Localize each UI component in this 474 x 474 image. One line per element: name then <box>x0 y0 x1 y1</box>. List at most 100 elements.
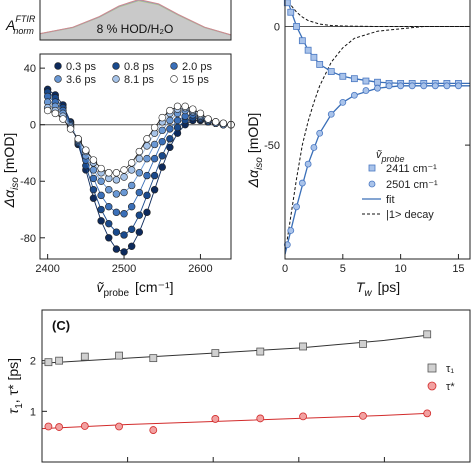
spectra-point-5-19 <box>189 105 197 113</box>
kinetics-xlabel: Tw [ps] <box>356 279 400 299</box>
tau-legend-marker-0 <box>427 363 437 373</box>
kinetics-frame <box>284 0 471 260</box>
spectra-point-2-6 <box>89 174 98 183</box>
spectra-point-5-15 <box>158 113 166 122</box>
spectra-legend-marker-0 <box>54 62 62 70</box>
tau-ylabel: τ1, τ* [ps] <box>5 358 25 414</box>
kinetics-ylabel: Δαiso [mOD] <box>245 113 265 189</box>
tau-point-1-9 <box>423 409 432 418</box>
spectra-point-5-14 <box>150 123 159 132</box>
spectra-point-1-8 <box>105 219 113 228</box>
kinetics-point-0-5 <box>310 53 318 61</box>
kinetics-point-0-8 <box>339 72 347 80</box>
tau-ylabel-sub: 1 <box>14 403 25 409</box>
kinetics-xtick-label-0: 0 <box>282 263 288 275</box>
spectra-point-1-11 <box>127 225 136 234</box>
tau-fit-curve-1 <box>41 412 428 430</box>
kinetics-point-0-1 <box>287 8 295 16</box>
spectra-point-5-13 <box>143 135 151 143</box>
spectra-ytick-label-0: 40 <box>24 63 36 75</box>
spectra-xlabel-sub: probe <box>103 288 129 299</box>
spectra-point-2-13 <box>143 171 151 180</box>
spectra-point-5-0 <box>43 106 52 115</box>
spectra-legend-marker-5 <box>170 75 178 83</box>
kinetics-point-1-6 <box>316 129 324 137</box>
kinetics-legend-label-1: 2501 cm⁻¹ <box>386 179 438 191</box>
spectra-point-3-11 <box>127 181 136 190</box>
kinetics-point-1-13 <box>397 82 405 90</box>
spectra-point-2-10 <box>120 210 128 218</box>
tau-plot-area: 12 <box>30 309 471 463</box>
ftir-ylabel-sup: FTIR <box>15 14 35 24</box>
kinetics-plot-area: 0 5 10 15 0 -50 <box>264 0 470 275</box>
spectra-point-5-20 <box>196 109 205 118</box>
kinetics-legend-marker-1 <box>368 180 376 188</box>
kinetics-point-0-2 <box>293 23 300 30</box>
spectra-point-5-5 <box>82 146 90 154</box>
tau-point-0-7 <box>299 342 307 351</box>
spectra-point-0-7 <box>97 217 105 225</box>
spectra-point-5-2 <box>59 115 67 123</box>
spectra-point-5-23 <box>219 119 228 127</box>
tau-point-0-6 <box>256 347 265 356</box>
spectra-point-2-8 <box>105 202 113 211</box>
kinetics-point-1-0 <box>283 241 291 249</box>
kinetics-legend-title: ṽprobe <box>376 149 405 164</box>
ftir-annotation: 8 % HOD/H₂O <box>97 22 174 36</box>
spectra-legend-marker-1 <box>112 62 120 70</box>
spectra-point-3-16 <box>166 116 174 125</box>
spectra-point-3-13 <box>143 154 151 163</box>
kinetics-fit-curve-1 <box>284 85 470 255</box>
kinetics-xtick-label-1: 5 <box>340 263 346 275</box>
spectra-point-3-6 <box>89 166 98 174</box>
tau-point-0-4 <box>149 354 158 363</box>
spectra-point-2-14 <box>150 154 159 163</box>
tau-point-1-3 <box>115 422 123 431</box>
spectra-point-1-10 <box>120 231 128 239</box>
ftir-fill <box>40 0 231 41</box>
spectra-point-3-10 <box>120 188 128 197</box>
spectra-point-5-18 <box>181 102 189 111</box>
spectra-point-5-11 <box>127 159 136 167</box>
kinetics-point-1-7 <box>327 110 335 118</box>
kinetics-point-1-11 <box>374 84 381 92</box>
spectra-point-4-9 <box>112 176 121 184</box>
tau-panel: 12 (C) τ₁τ* τ1, τ* [ps] <box>5 309 471 463</box>
spectra-xtick-label-1: 2500 <box>112 263 136 275</box>
spectra-point-0-11 <box>127 242 136 250</box>
kinetics-legend-marker-0 <box>368 164 376 172</box>
kinetics-point-0-6 <box>316 61 324 68</box>
tau-point-0-8 <box>359 340 367 348</box>
kinetics-point-1-3 <box>298 179 306 187</box>
spectra-point-5-21 <box>204 115 212 123</box>
tau-legend-marker-1 <box>427 381 437 391</box>
spectra-point-3-8 <box>105 186 113 194</box>
spectra-legend-label-0: 0.3 ps <box>66 61 96 73</box>
spectra-point-5-3 <box>66 125 75 133</box>
tau-point-1-5 <box>211 415 220 423</box>
spectra-point-3-14 <box>150 140 159 149</box>
spectra-point-5-6 <box>89 156 98 164</box>
panel-c-label: (C) <box>52 318 70 333</box>
kinetics-point-1-4 <box>304 160 312 168</box>
tau-point-1-7 <box>299 412 307 421</box>
kinetics-point-1-1 <box>287 227 295 234</box>
tau-point-1-0 <box>44 422 53 431</box>
spectra-point-1-9 <box>112 228 121 236</box>
tau-point-0-3 <box>115 351 123 360</box>
tau-point-0-0 <box>44 358 53 367</box>
kinetics-point-0-7 <box>327 68 335 75</box>
spectra-point-1-13 <box>143 191 151 200</box>
spectra-ylabel-sub: iso <box>10 177 21 190</box>
kinetics-xlabel-main: T <box>356 279 366 295</box>
spectra-legend-marker-2 <box>170 62 178 70</box>
spectra-legend: 0.3 ps 0.8 ps 2.0 ps 3.6 ps 8.1 ps 15 ps <box>54 61 212 86</box>
kinetics-decay-curve-1 <box>284 26 470 255</box>
spectra-ytick-label-1: 0 <box>30 120 36 132</box>
kinetics-xlabel-sub: w <box>364 288 372 299</box>
spectra-ylabel: Δαiso [mOD] <box>1 133 21 209</box>
tau-point-1-6 <box>256 414 265 423</box>
spectra-point-2-11 <box>127 202 136 211</box>
tau-ytick-label-1: 1 <box>30 406 36 418</box>
